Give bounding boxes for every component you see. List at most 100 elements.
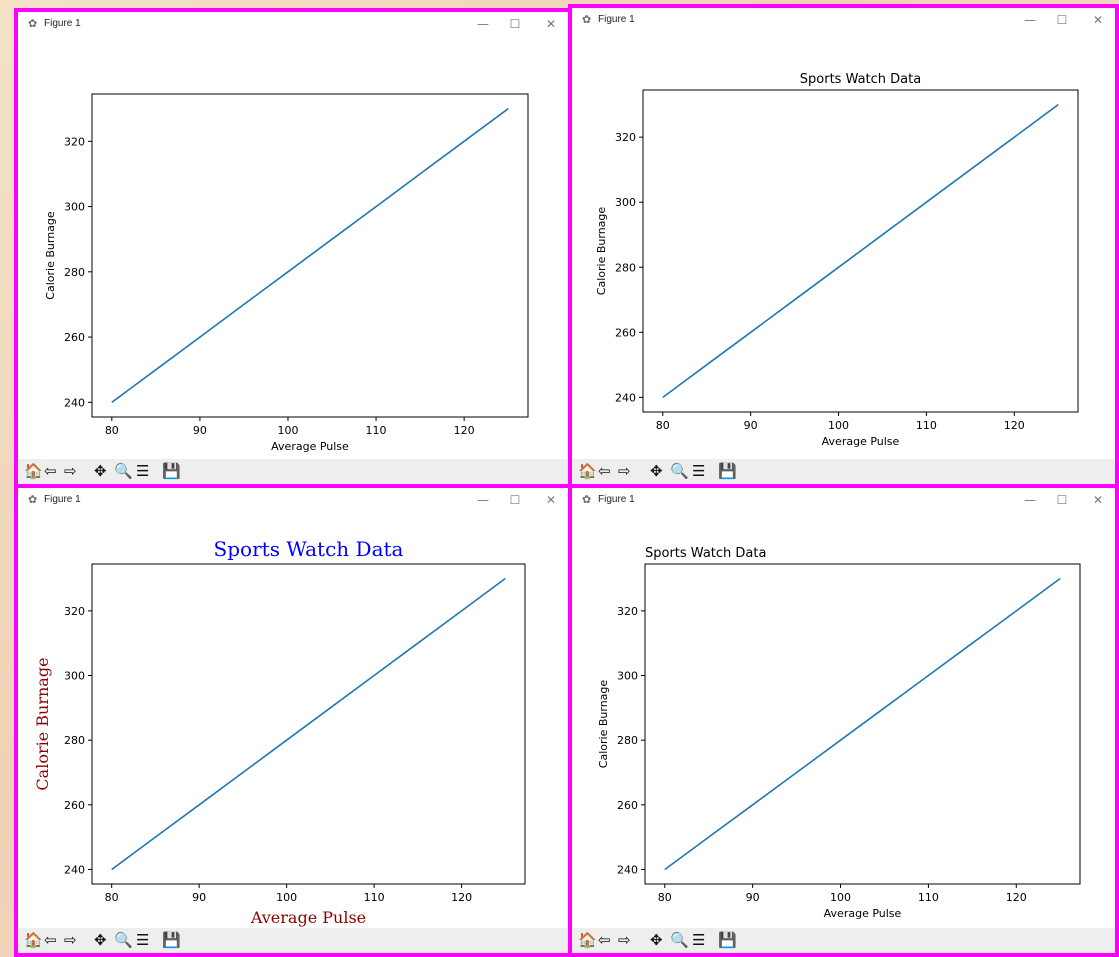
forward-arrow-icon[interactable]: ⇨ (64, 931, 77, 949)
y-tick-label: 320 (615, 131, 636, 144)
x-tick-label: 90 (746, 891, 760, 904)
y-tick-label: 300 (617, 670, 638, 683)
y-tick-label: 260 (615, 326, 636, 339)
plot-canvas[interactable]: 80 90 100 110 120 240 260 280 300 320 Average Puls… (572, 34, 1115, 459)
plot-canvas[interactable]: 80 90 100 110 120 240 260 280 300 320 Average Puls… (572, 514, 1115, 928)
series-line (111, 577, 506, 871)
maximize-button[interactable]: ☐ (509, 17, 521, 31)
minimize-button[interactable]: — (1024, 13, 1036, 27)
chart-title: Sports Watch Data (214, 537, 404, 561)
home-icon[interactable]: 🏠 (24, 462, 43, 480)
matplotlib-figure-icon: ✿ (28, 493, 38, 506)
x-tick-label: 120 (1004, 419, 1025, 432)
title-bar[interactable]: ✿ Figure 1 — ☐ ✕ (572, 488, 1115, 514)
x-axis-label: Average Pulse (824, 907, 902, 920)
y-tick-label: 280 (64, 266, 85, 279)
close-button[interactable]: ✕ (545, 17, 557, 31)
zoom-magnifier-icon[interactable]: 🔍 (670, 931, 689, 949)
y-axis-label: Calorie Burnage (44, 211, 57, 300)
title-bar[interactable]: ✿ Figure 1 — ☐ ✕ (572, 8, 1115, 34)
plot-canvas[interactable]: 80 90 100 110 120 240 260 280 300 320 Average Puls… (18, 514, 568, 928)
home-icon[interactable]: 🏠 (24, 931, 43, 949)
configure-subplots-icon[interactable]: ☰ (136, 462, 150, 480)
y-tick-label: 240 (617, 863, 638, 876)
maximize-button[interactable]: ☐ (509, 493, 521, 507)
save-floppy-icon[interactable]: 💾 (718, 462, 737, 480)
figure-window-3: ✿ Figure 1 — ☐ ✕ 80 90 100 110 120 240 260 280 3… (14, 484, 572, 957)
pan-move-icon[interactable]: ✥ (650, 462, 663, 480)
x-tick-label: 120 (1006, 891, 1027, 904)
line-chart: 80 90 100 110 120 240 260 280 300 320 Average Puls… (595, 72, 1079, 448)
x-tick-label: 100 (828, 419, 849, 432)
title-bar[interactable]: ✿ Figure 1 — ☐ ✕ (18, 488, 568, 514)
axes-frame (91, 93, 529, 418)
x-tick-label: 80 (658, 891, 672, 904)
plot-canvas[interactable]: 80 90 100 110 120 240 260 280 300 320 Average Puls… (18, 38, 568, 459)
minimize-button[interactable]: — (1024, 493, 1036, 507)
x-tick-label: 80 (105, 891, 119, 904)
x-tick-label: 90 (193, 424, 207, 437)
x-axis-label: Average Pulse (822, 435, 900, 448)
minimize-button[interactable]: — (477, 493, 489, 507)
matplotlib-figure-icon: ✿ (28, 17, 38, 30)
y-tick-label: 280 (64, 734, 85, 747)
close-button[interactable]: ✕ (1092, 13, 1104, 27)
y-tick-label: 320 (617, 605, 638, 618)
configure-subplots-icon[interactable]: ☰ (692, 462, 706, 480)
figure-window-2: ✿ Figure 1 — ☐ ✕ 80 90 100 110 120 240 260 280 3… (568, 4, 1119, 488)
x-axis-label: Average Pulse (250, 908, 366, 927)
window-title: Figure 1 (44, 18, 81, 29)
x-tick-label: 80 (105, 424, 119, 437)
forward-arrow-icon[interactable]: ⇨ (64, 462, 77, 480)
maximize-button[interactable]: ☐ (1056, 13, 1068, 27)
back-arrow-icon[interactable]: ⇦ (44, 462, 57, 480)
configure-subplots-icon[interactable]: ☰ (692, 931, 706, 949)
x-tick-label: 90 (744, 419, 758, 432)
configure-subplots-icon[interactable]: ☰ (136, 931, 150, 949)
y-axis-label: Calorie Burnage (597, 680, 610, 769)
y-tick-label: 260 (64, 331, 85, 344)
minimize-button[interactable]: — (477, 17, 489, 31)
y-tick-label: 300 (64, 201, 85, 214)
line-chart: 80 90 100 110 120 240 260 280 300 320 Average Puls… (33, 537, 526, 927)
close-button[interactable]: ✕ (545, 493, 557, 507)
back-arrow-icon[interactable]: ⇦ (598, 462, 611, 480)
save-floppy-icon[interactable]: 💾 (718, 931, 737, 949)
zoom-magnifier-icon[interactable]: 🔍 (670, 462, 689, 480)
zoom-magnifier-icon[interactable]: 🔍 (114, 462, 133, 480)
pan-move-icon[interactable]: ✥ (94, 462, 107, 480)
navigation-toolbar: 🏠 ⇦ ⇨ ✥ 🔍 ☰ 💾 (572, 928, 1115, 953)
x-tick-label: 80 (656, 419, 670, 432)
back-arrow-icon[interactable]: ⇦ (598, 931, 611, 949)
maximize-button[interactable]: ☐ (1056, 493, 1068, 507)
y-tick-label: 260 (64, 799, 85, 812)
axes-frame (644, 563, 1081, 885)
y-tick-label: 240 (64, 396, 85, 409)
series-line (664, 577, 1061, 871)
x-tick-label: 100 (276, 891, 297, 904)
back-arrow-icon[interactable]: ⇦ (44, 931, 57, 949)
x-tick-label: 110 (918, 891, 939, 904)
home-icon[interactable]: 🏠 (578, 462, 597, 480)
y-tick-label: 280 (615, 261, 636, 274)
save-floppy-icon[interactable]: 💾 (162, 462, 181, 480)
pan-move-icon[interactable]: ✥ (650, 931, 663, 949)
x-tick-label: 100 (277, 424, 298, 437)
axes-frame (91, 563, 526, 885)
y-axis-label: Calorie Burnage (595, 207, 608, 296)
matplotlib-figure-icon: ✿ (582, 493, 592, 506)
x-tick-label: 120 (454, 424, 475, 437)
pan-move-icon[interactable]: ✥ (94, 931, 107, 949)
title-bar[interactable]: ✿ Figure 1 — ☐ ✕ (18, 12, 568, 38)
x-tick-label: 110 (366, 424, 387, 437)
home-icon[interactable]: 🏠 (578, 931, 597, 949)
forward-arrow-icon[interactable]: ⇨ (618, 931, 631, 949)
forward-arrow-icon[interactable]: ⇨ (618, 462, 631, 480)
series-line (111, 108, 509, 403)
zoom-magnifier-icon[interactable]: 🔍 (114, 931, 133, 949)
x-tick-label: 110 (916, 419, 937, 432)
close-button[interactable]: ✕ (1092, 493, 1104, 507)
y-tick-label: 260 (617, 799, 638, 812)
save-floppy-icon[interactable]: 💾 (162, 931, 181, 949)
y-tick-label: 320 (64, 135, 85, 148)
